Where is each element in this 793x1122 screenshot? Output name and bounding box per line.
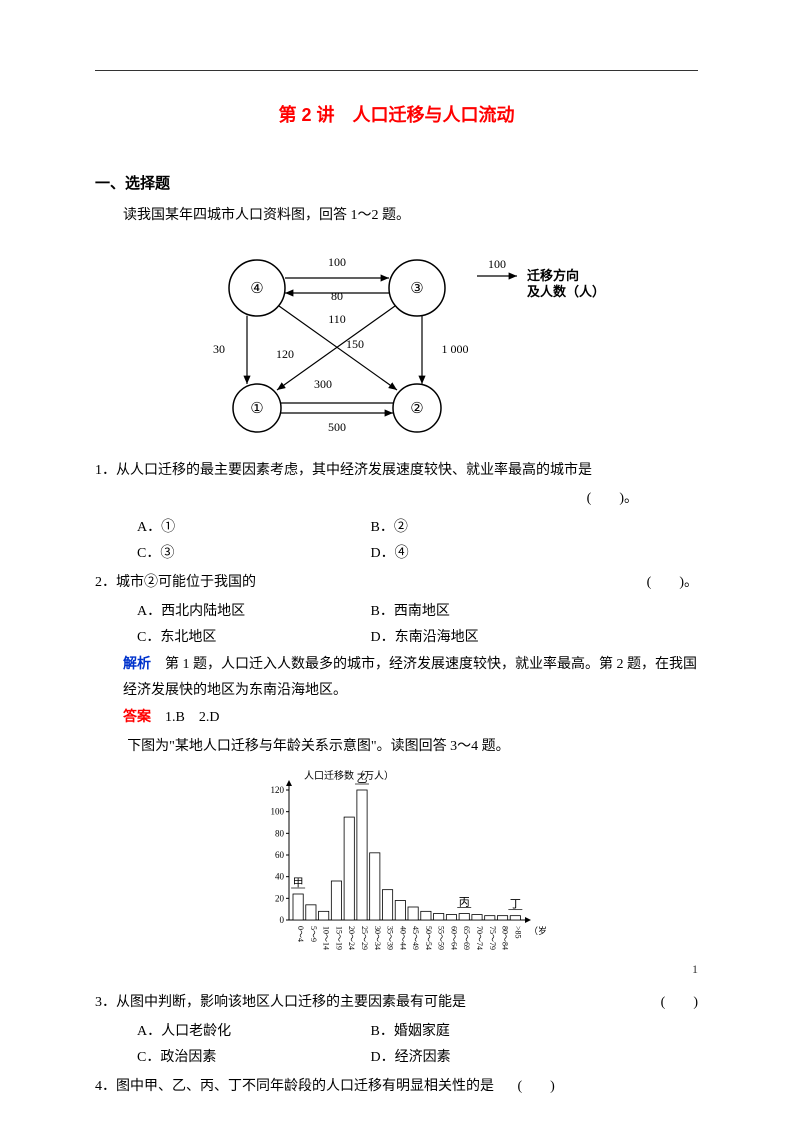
svg-text:④: ④	[250, 281, 263, 297]
svg-text:（岁）: （岁）	[529, 925, 547, 936]
q4-paren: ( )	[518, 1079, 555, 1094]
q3-text: 3．从图中判断，影响该地区人口迁移的主要因素最有可能是	[95, 995, 466, 1010]
svg-text:5～9: 5～9	[308, 926, 317, 942]
q1-paren-line: ( )。	[95, 486, 698, 513]
svg-text:80: 80	[275, 828, 285, 838]
svg-text:45～49: 45～49	[411, 926, 420, 950]
q2-opt-b: B．西南地区	[371, 599, 571, 626]
svg-text:③: ③	[410, 281, 423, 297]
svg-text:100: 100	[270, 807, 284, 817]
svg-text:120: 120	[276, 347, 294, 361]
explanation-1: 解析 第 1 题，人口迁入人数最多的城市，经济发展速度较快，就业率最高。第 2 …	[95, 652, 698, 705]
svg-text:②: ②	[410, 401, 423, 417]
q2-opt-d: D．东南沿海地区	[371, 625, 571, 652]
question-3: 3．从图中判断，影响该地区人口迁移的主要因素最有可能是 ( )	[95, 990, 698, 1017]
svg-text:65～69: 65～69	[462, 926, 471, 950]
svg-text:80～84: 80～84	[500, 926, 509, 950]
svg-text:30～34: 30～34	[372, 926, 381, 950]
svg-text:35～39: 35～39	[385, 926, 394, 950]
svg-text:40: 40	[275, 872, 285, 882]
explain-label: 解析	[123, 657, 151, 672]
section-heading: 一、选择题	[95, 172, 698, 193]
svg-text:100: 100	[328, 255, 346, 269]
svg-text:70～74: 70～74	[475, 926, 484, 950]
svg-text:0～4: 0～4	[296, 926, 305, 942]
q1-paren: ( )。	[587, 491, 638, 506]
q1-opt-b: B．②	[371, 515, 571, 542]
svg-text:15～19: 15～19	[334, 926, 343, 950]
svg-text:乙: 乙	[356, 772, 367, 785]
q1-text: 1．从人口迁移的最主要因素考虑，其中经济发展速度较快、就业率最高的城市是	[95, 463, 592, 478]
svg-text:60: 60	[275, 850, 285, 860]
page: 第 2 讲 人口迁移与人口流动 一、选择题 读我国某年四城市人口资料图，回答 1…	[0, 0, 793, 1012]
svg-text:55～59: 55～59	[436, 926, 445, 950]
svg-text:80: 80	[331, 289, 343, 303]
svg-text:40～44: 40～44	[398, 926, 407, 950]
svg-text:人口迁移数（万人）: 人口迁移数（万人）	[304, 769, 394, 782]
intro-text-2: 下图为"某地人口迁移与年龄关系示意图"。读图回答 3～4 题。	[95, 734, 698, 761]
page-number: 1	[692, 962, 698, 977]
lesson-title: 第 2 讲 人口迁移与人口流动	[95, 101, 698, 127]
svg-text:>85: >85	[513, 926, 522, 939]
q3-opt-d: D．经济因素	[371, 1045, 571, 1072]
answer-label: 答案	[123, 710, 151, 725]
svg-text:300: 300	[314, 377, 332, 391]
svg-text:60～64: 60～64	[449, 926, 458, 950]
svg-text:500: 500	[328, 420, 346, 434]
q3-options: A．人口老龄化 B．婚姻家庭 C．政治因素 D．经济因素	[95, 1019, 698, 1072]
q3-opt-b: B．婚姻家庭	[371, 1019, 571, 1046]
question-2: 2．城市②可能位于我国的 ( )。	[95, 570, 698, 597]
q2-opt-c: C．东北地区	[137, 625, 367, 652]
svg-text:①: ①	[250, 401, 263, 417]
svg-text:100: 100	[488, 257, 506, 271]
svg-text:25～29: 25～29	[360, 926, 369, 950]
q3-opt-c: C．政治因素	[137, 1045, 367, 1072]
svg-text:110: 110	[328, 312, 346, 326]
q2-options: A．西北内陆地区 B．西南地区 C．东北地区 D．东南沿海地区	[95, 599, 698, 652]
svg-text:及人数（人）: 及人数（人）	[527, 284, 605, 299]
svg-text:丁: 丁	[509, 899, 520, 911]
explain-text: 第 1 题，人口迁入人数最多的城市，经济发展速度较快，就业率最高。第 2 题，在…	[123, 657, 697, 699]
question-1: 1．从人口迁移的最主要因素考虑，其中经济发展速度较快、就业率最高的城市是	[95, 458, 698, 485]
svg-text:75～79: 75～79	[487, 926, 496, 950]
network-diagram: 10080301101501 000120500300④③①②100迁移方向及人…	[95, 238, 698, 448]
top-rule	[95, 70, 698, 71]
bar-chart-svg: 人口迁移数（万人） 0 20 40 60 80 100 120 0～45～9 10～14 15～19…	[247, 765, 547, 975]
q2-paren: ( )。	[647, 570, 698, 597]
svg-text:迁移方向: 迁移方向	[527, 268, 579, 283]
svg-text:30: 30	[213, 342, 225, 356]
svg-text:50～54: 50～54	[423, 926, 432, 950]
svg-text:120: 120	[270, 785, 284, 795]
answer-1: 答案 1.B 2.D	[95, 705, 698, 732]
q3-paren: ( )	[661, 990, 698, 1017]
q1-options: A．① B．② C．③ D．④	[95, 515, 698, 568]
svg-text:10～14: 10～14	[321, 926, 330, 950]
svg-text:20: 20	[275, 893, 285, 903]
intro-text-1: 读我国某年四城市人口资料图，回答 1～2 题。	[95, 203, 698, 230]
question-4: 4．图中甲、乙、丙、丁不同年龄段的人口迁移有明显相关性的是 ( )	[95, 1074, 698, 1101]
q1-opt-d: D．④	[371, 541, 571, 568]
q1-opt-c: C．③	[137, 541, 367, 568]
svg-text:丙: 丙	[458, 897, 469, 909]
answer-text: 1.B 2.D	[151, 710, 219, 725]
q3-opt-a: A．人口老龄化	[137, 1019, 367, 1046]
bar-chart: 人口迁移数（万人） 0 20 40 60 80 100 120 0～45～9 10～14 15～19…	[95, 765, 698, 980]
q4-text: 4．图中甲、乙、丙、丁不同年龄段的人口迁移有明显相关性的是	[95, 1079, 494, 1094]
q1-opt-a: A．①	[137, 515, 367, 542]
svg-text:甲: 甲	[292, 877, 303, 889]
network-svg: 10080301101501 000120500300④③①②100迁移方向及人…	[187, 238, 607, 443]
svg-text:0: 0	[279, 915, 284, 925]
svg-text:1 000: 1 000	[441, 342, 468, 356]
q2-text: 2．城市②可能位于我国的	[95, 575, 256, 590]
q2-opt-a: A．西北内陆地区	[137, 599, 367, 626]
svg-text:20～24: 20～24	[347, 926, 356, 950]
